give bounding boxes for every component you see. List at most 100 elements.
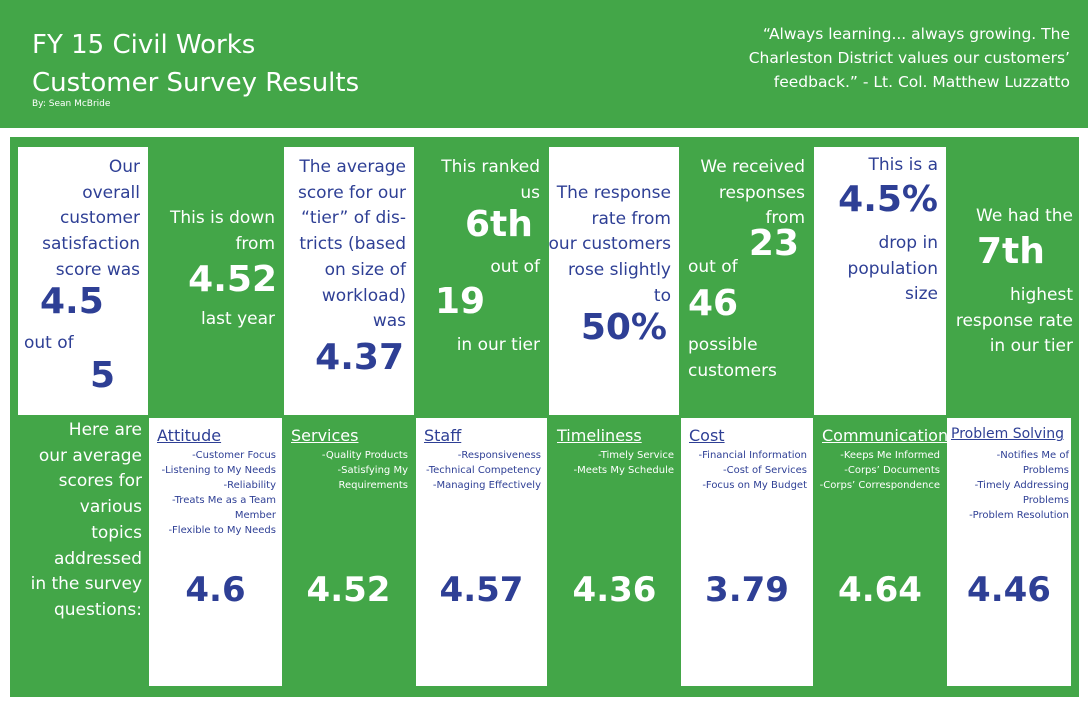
topic-items: -Notifies Me of Problems -Timely Address… <box>953 448 1069 523</box>
topic-name: Staff <box>424 426 462 445</box>
intro-line: addressed <box>53 548 142 569</box>
intro-line: scores for <box>58 471 142 492</box>
stat-text-line: highest <box>1009 285 1073 305</box>
stat-population-text: drop in population size <box>840 227 946 308</box>
stat-text-line: score for our <box>297 182 406 203</box>
topic-item: -Customer Focus <box>192 450 276 461</box>
title-line: Customer Survey Results <box>32 68 360 98</box>
stat-tier-average: The average score for our “tier” of dis-… <box>284 147 414 415</box>
topic-item: -Treats Me as a Team <box>171 495 276 506</box>
stat-text-line: was <box>372 311 406 332</box>
topic-name: Cost <box>689 426 725 445</box>
topic-item: -Flexible to My Needs <box>168 525 276 536</box>
stat-out-of-value: 5 <box>90 355 116 396</box>
topic-services: Services -Quality Products -Satisfying M… <box>283 418 414 686</box>
header-banner: FY 15 Civil Works Customer Survey Result… <box>0 0 1088 128</box>
intro-line: in the survey <box>30 574 142 595</box>
stat-value: 7th <box>977 231 1045 272</box>
topic-item: -Financial Information <box>698 450 807 461</box>
stat-out-of-label: out of <box>24 333 74 353</box>
stat-text-line: customers <box>688 360 777 381</box>
stat-text-line: population <box>847 258 938 279</box>
topic-name: Attitude <box>157 426 222 445</box>
stat-suffix: in our tier <box>456 335 540 355</box>
stat-text-line: satisfaction <box>42 234 140 255</box>
stat-text-line: This ranked <box>441 157 540 177</box>
topic-items: -Responsiveness -Technical Competency -M… <box>417 448 541 493</box>
stat-response-rank: We had the 7th highest response rate in … <box>947 147 1079 415</box>
stat-out-of-value: 46 <box>688 283 739 324</box>
stat-text-line: drop in <box>878 233 939 253</box>
stat-responses-text: We received responses from <box>692 151 813 232</box>
stat-text-line: in our tier <box>989 336 1073 357</box>
topic-score: 4.36 <box>572 570 657 610</box>
topic-item: Requirements <box>338 480 408 491</box>
stat-text-line: overall <box>82 182 140 203</box>
stat-value: 50% <box>580 307 667 348</box>
quote: “Always learning... always growing. The … <box>730 22 1070 94</box>
stat-down-from-last-year: This is down from 4.52 last year <box>149 147 283 415</box>
topic-item: -Reliability <box>223 480 276 491</box>
topic-item: Problems <box>1022 465 1069 476</box>
topic-attitude: Attitude -Customer Focus -Listening to M… <box>149 418 282 686</box>
stat-value: 4.37 <box>315 337 404 378</box>
topic-communication: Communication -Keeps Me Informed -Corps’… <box>814 418 949 686</box>
intro-line: questions: <box>53 599 142 620</box>
stat-text-line: rate from <box>591 208 672 229</box>
stat-suffix: possible customers <box>688 333 777 384</box>
topic-score: 4.6 <box>185 570 246 610</box>
topic-item: -Technical Competency <box>426 465 541 476</box>
topic-item: -Managing Effectively <box>432 480 541 491</box>
topic-items: -Timely Service -Meets My Schedule <box>550 448 674 478</box>
topic-item: Member <box>234 510 276 521</box>
stat-text-line: This is down <box>170 208 275 228</box>
stat-tier-text: The average score for our “tier” of dis-… <box>290 151 414 335</box>
stat-text-line: “tier” of dis- <box>301 208 406 229</box>
topic-item: -Keeps Me Informed <box>840 450 940 461</box>
topic-name: Communication <box>822 426 949 445</box>
stat-down-text: This is down from <box>162 202 283 257</box>
stat-tier-rank: This ranked us 6th out of 19 in our tier <box>415 147 548 415</box>
stat-text-line: on size of <box>324 259 406 280</box>
topic-items: -Financial Information -Cost of Services… <box>683 448 807 493</box>
stat-rank-value: 6th <box>465 204 533 245</box>
topic-score: 4.57 <box>439 570 524 610</box>
topic-item: Problems <box>1022 495 1069 506</box>
topic-staff: Staff -Responsiveness -Technical Compete… <box>416 418 547 686</box>
topic-item: -Cost of Services <box>722 465 807 476</box>
stat-text-line: tricts (based <box>299 234 406 255</box>
stat-text-line: workload) <box>321 285 406 306</box>
stat-text-line: The average <box>299 157 406 177</box>
topic-score: 4.46 <box>967 570 1051 610</box>
stat-out-of-value: 19 <box>435 281 486 322</box>
stat-response-text: The response rate from our customers ros… <box>549 177 679 310</box>
intro-line: topics <box>91 522 142 543</box>
stat-value: 4.5% <box>838 179 938 220</box>
topic-items: -Keeps Me Informed -Corps’ Documents -Co… <box>816 448 940 493</box>
intro-line: various <box>79 497 142 518</box>
stat-text-line: customer <box>59 208 140 229</box>
stat-text-line: us <box>520 182 540 203</box>
stat-text-line: to <box>653 285 671 306</box>
topic-item: -Timely Addressing <box>974 480 1069 491</box>
topic-item: -Quality Products <box>321 450 408 461</box>
topic-item: -Satisfying My <box>337 465 408 476</box>
stat-text-line: score was <box>55 259 140 280</box>
topic-item: -Listening to My Needs <box>161 465 276 476</box>
stat-text-line: our customers <box>549 234 671 255</box>
topic-cost: Cost -Financial Information -Cost of Ser… <box>681 418 813 686</box>
topic-item: -Corps’ Documents <box>844 465 940 476</box>
stat-response-rate: The response rate from our customers ros… <box>549 147 679 415</box>
stat-suffix: last year <box>201 309 275 329</box>
quote-line: Charleston District values our customers… <box>748 49 1070 67</box>
stat-value: 4.52 <box>188 259 277 300</box>
topic-item: -Meets My Schedule <box>573 465 674 476</box>
topic-score: 4.52 <box>306 570 391 610</box>
topic-name: Problem Solving <box>951 426 1064 442</box>
topic-item: -Focus on My Budget <box>702 480 807 491</box>
stat-rank-text: This ranked us <box>433 151 548 206</box>
topic-item: -Notifies Me of <box>996 450 1069 461</box>
stat-text-line: possible <box>688 335 758 355</box>
stat-text-line: The response <box>556 183 671 203</box>
quote-line: feedback.” - Lt. Col. Matthew Luzzatto <box>773 73 1070 91</box>
